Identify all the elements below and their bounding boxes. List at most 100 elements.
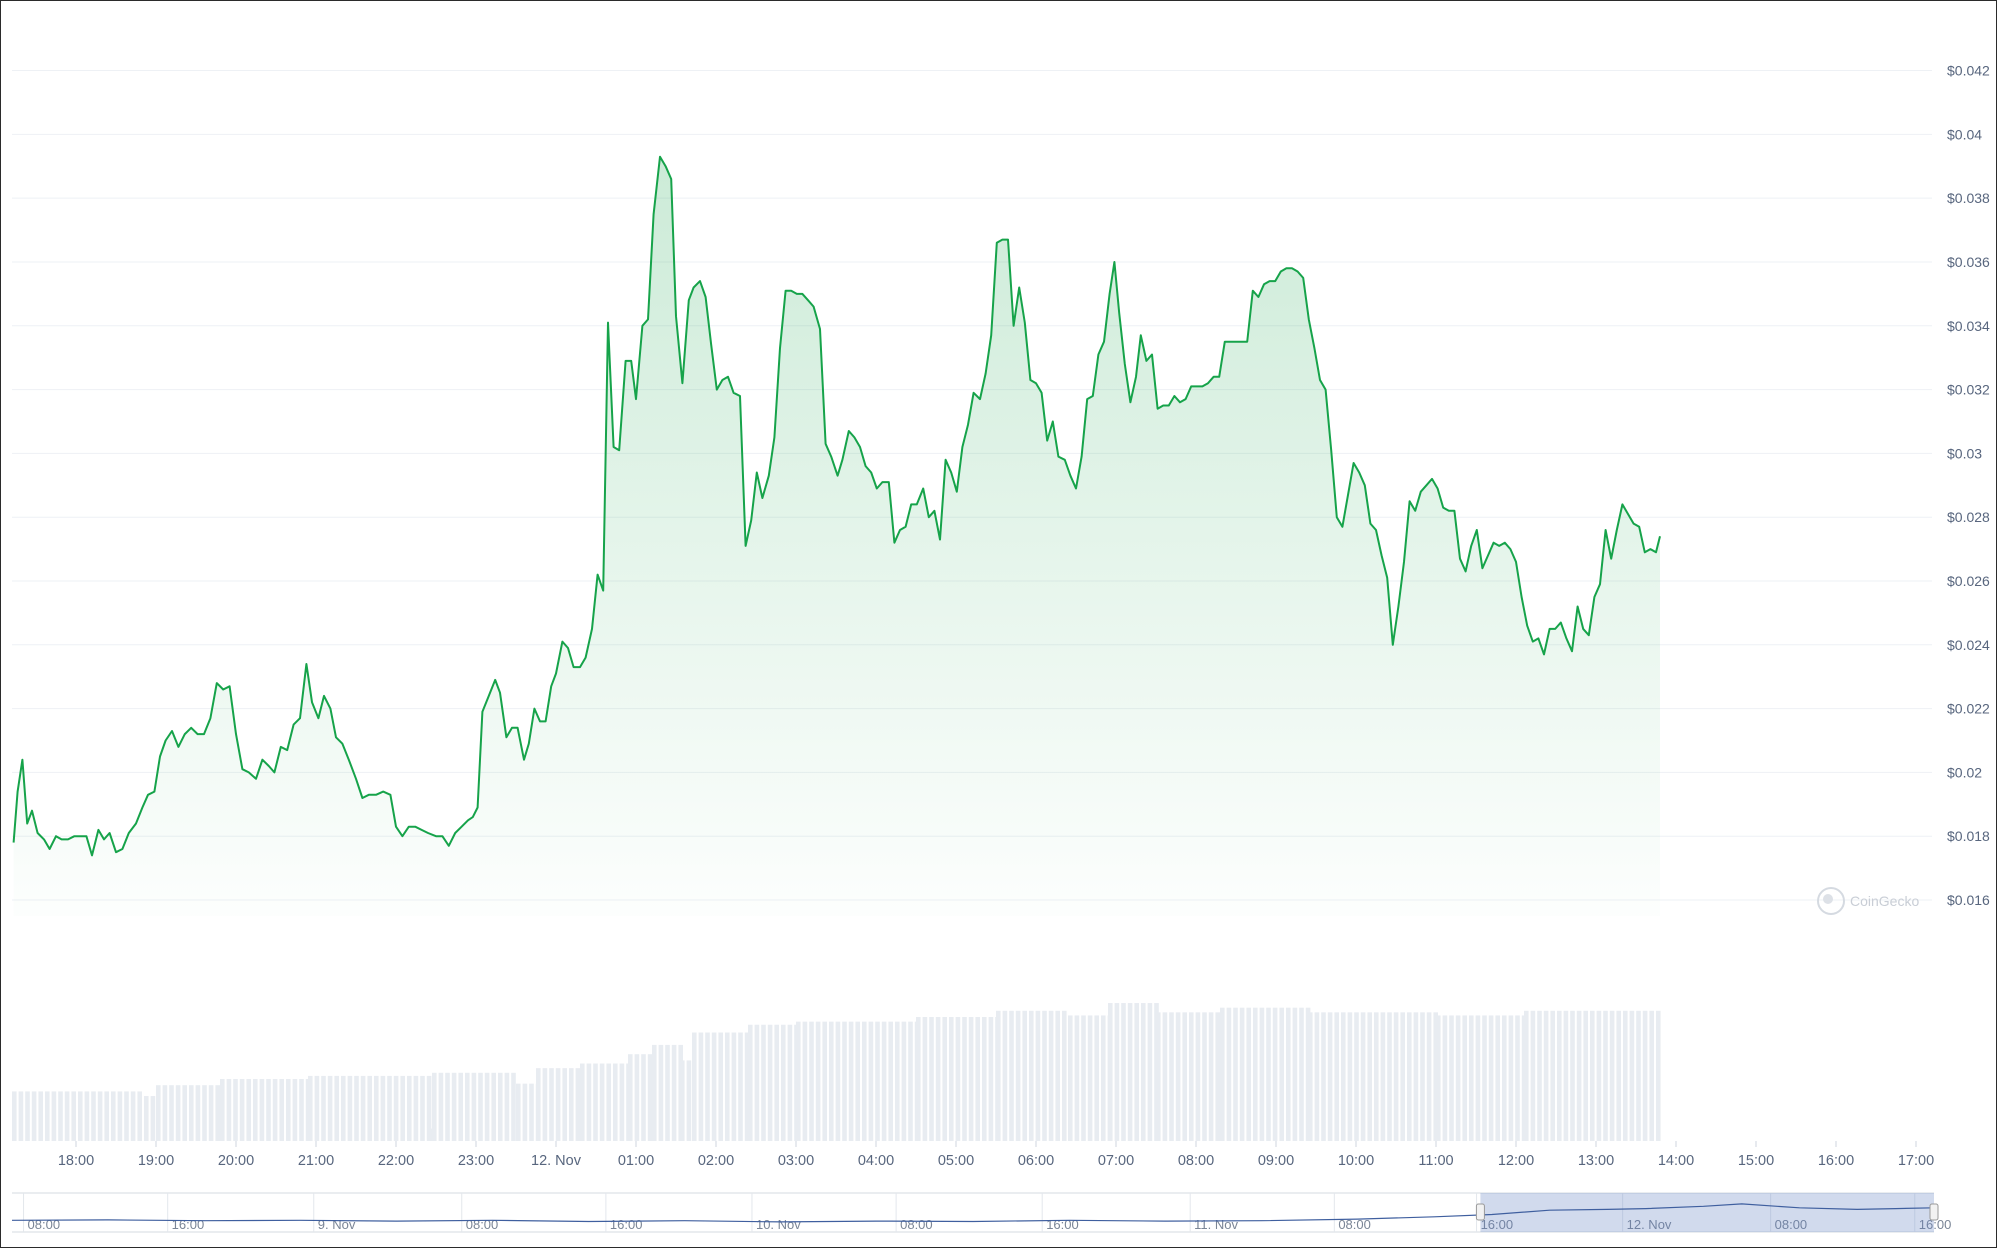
volume-bar — [226, 1079, 232, 1141]
y-axis-labels: $0.042 $0.04 $0.038 $0.036 $0.034 $0.032 $0.03… — [1947, 63, 1990, 909]
volume-bar — [1515, 1015, 1520, 1141]
navigator-label: 11. Nov — [1194, 1217, 1238, 1232]
volume-bar — [1570, 1010, 1575, 1141]
volume-bar — [58, 1091, 63, 1141]
volume-bar — [12, 1091, 17, 1141]
volume-bar — [711, 1032, 717, 1141]
price-area-fill — [13, 156, 1661, 916]
volume-bar — [835, 1021, 841, 1141]
volume-bar — [484, 1072, 490, 1141]
volume-bar — [272, 1079, 278, 1141]
x-tick-label: 12:00 — [1498, 1153, 1534, 1169]
volume-bar — [516, 1083, 521, 1141]
volume-bar — [641, 1054, 646, 1141]
volume-bar — [1609, 1010, 1615, 1141]
volume-bar — [299, 1079, 304, 1141]
volume-bar — [949, 1017, 954, 1141]
volume-bar — [162, 1085, 168, 1141]
volume-bar — [1543, 1010, 1549, 1141]
volume-bar — [569, 1068, 574, 1141]
volume-bar — [1475, 1015, 1481, 1141]
volume-bar — [1087, 1015, 1093, 1141]
y-tick-label: $0.028 — [1947, 509, 1990, 525]
volume-bar — [1537, 1010, 1542, 1141]
volume-bar — [1202, 1012, 1207, 1141]
navigator-label: 16:00 — [172, 1217, 205, 1232]
volume-bar — [901, 1021, 907, 1141]
x-tick-label: 05:00 — [938, 1153, 974, 1169]
navigator-right-handle[interactable] — [1929, 1203, 1939, 1221]
volume-bar — [536, 1068, 541, 1141]
navigator[interactable]: 08:00 16:00 9. Nov 08:00 16:00 10. Nov 08:00 16… — [11, 1192, 1951, 1233]
volume-bar — [1121, 1003, 1126, 1141]
volume-bar — [1455, 1015, 1461, 1141]
volume-bar — [253, 1079, 258, 1141]
volume-bar — [1009, 1010, 1014, 1141]
volume-bar — [922, 1017, 928, 1141]
volume-bar — [796, 1021, 801, 1141]
volume-bar — [1354, 1012, 1359, 1141]
navigator-left-handle[interactable] — [1475, 1203, 1485, 1221]
volume-bar — [137, 1091, 142, 1141]
volume-bar — [908, 1021, 913, 1141]
volume-bar — [593, 1063, 598, 1141]
navigator-selection[interactable] — [1480, 1193, 1934, 1232]
volume-bar — [215, 1085, 220, 1141]
price-area — [12, 155, 1661, 916]
volume-bar — [1426, 1012, 1432, 1141]
volume-bar — [822, 1021, 827, 1141]
volume-bar — [1182, 1012, 1187, 1141]
volume-bar — [748, 1024, 753, 1141]
volume-bar — [962, 1017, 967, 1141]
volume-bar — [1488, 1015, 1494, 1141]
volume-bar — [38, 1091, 43, 1141]
y-tick-label: $0.022 — [1947, 701, 1990, 717]
x-tick-label: 02:00 — [698, 1153, 734, 1169]
volume-bar — [586, 1063, 592, 1141]
volume-bar — [1022, 1010, 1027, 1141]
y-tick-label: $0.034 — [1947, 318, 1990, 334]
volume-bar — [1407, 1012, 1412, 1141]
volume-bar — [665, 1044, 670, 1141]
volume-bar — [718, 1032, 723, 1141]
volume-bar — [1502, 1015, 1507, 1141]
volume-bar — [387, 1075, 392, 1141]
volume-bar — [1442, 1015, 1448, 1141]
volume-bar — [705, 1032, 710, 1141]
volume-bar — [1272, 1007, 1278, 1141]
y-tick-label: $0.032 — [1947, 382, 1990, 398]
volume-bar — [774, 1024, 779, 1141]
volume-bar — [400, 1075, 405, 1141]
volume-bar — [1015, 1010, 1021, 1141]
volume-bar — [1557, 1010, 1562, 1141]
volume-bar — [895, 1021, 900, 1141]
volume-bar — [25, 1091, 30, 1141]
watermark-text: CoinGecko — [1850, 893, 1919, 909]
volume-bar — [575, 1068, 581, 1141]
volume-bar — [31, 1091, 37, 1141]
volume-bar — [498, 1072, 503, 1141]
volume-bar — [725, 1032, 730, 1141]
volume-bar — [848, 1021, 854, 1141]
coingecko-logo-icon — [1817, 887, 1845, 915]
volume-bar — [78, 1091, 83, 1141]
volume-bar — [208, 1085, 214, 1141]
volume-bar — [692, 1032, 697, 1141]
volume-bar — [279, 1079, 284, 1141]
x-tick-label: 16:00 — [1818, 1153, 1854, 1169]
volume-bar — [413, 1075, 419, 1141]
volume-bar — [428, 1128, 433, 1141]
volume-bar — [1074, 1015, 1080, 1141]
volume-bar — [491, 1072, 496, 1141]
volume-bar — [628, 1054, 633, 1141]
volume-bar — [511, 1072, 516, 1141]
volume-bar — [1524, 1010, 1529, 1141]
volume-bar — [478, 1072, 483, 1141]
navigator-label: 16:00 — [1046, 1217, 1079, 1232]
volume-bar — [286, 1079, 291, 1141]
navigator-label: 9. Nov — [318, 1217, 356, 1232]
volume-bar — [1259, 1007, 1265, 1141]
y-tick-label: $0.04 — [1947, 126, 1982, 142]
volume-bar — [45, 1091, 50, 1141]
